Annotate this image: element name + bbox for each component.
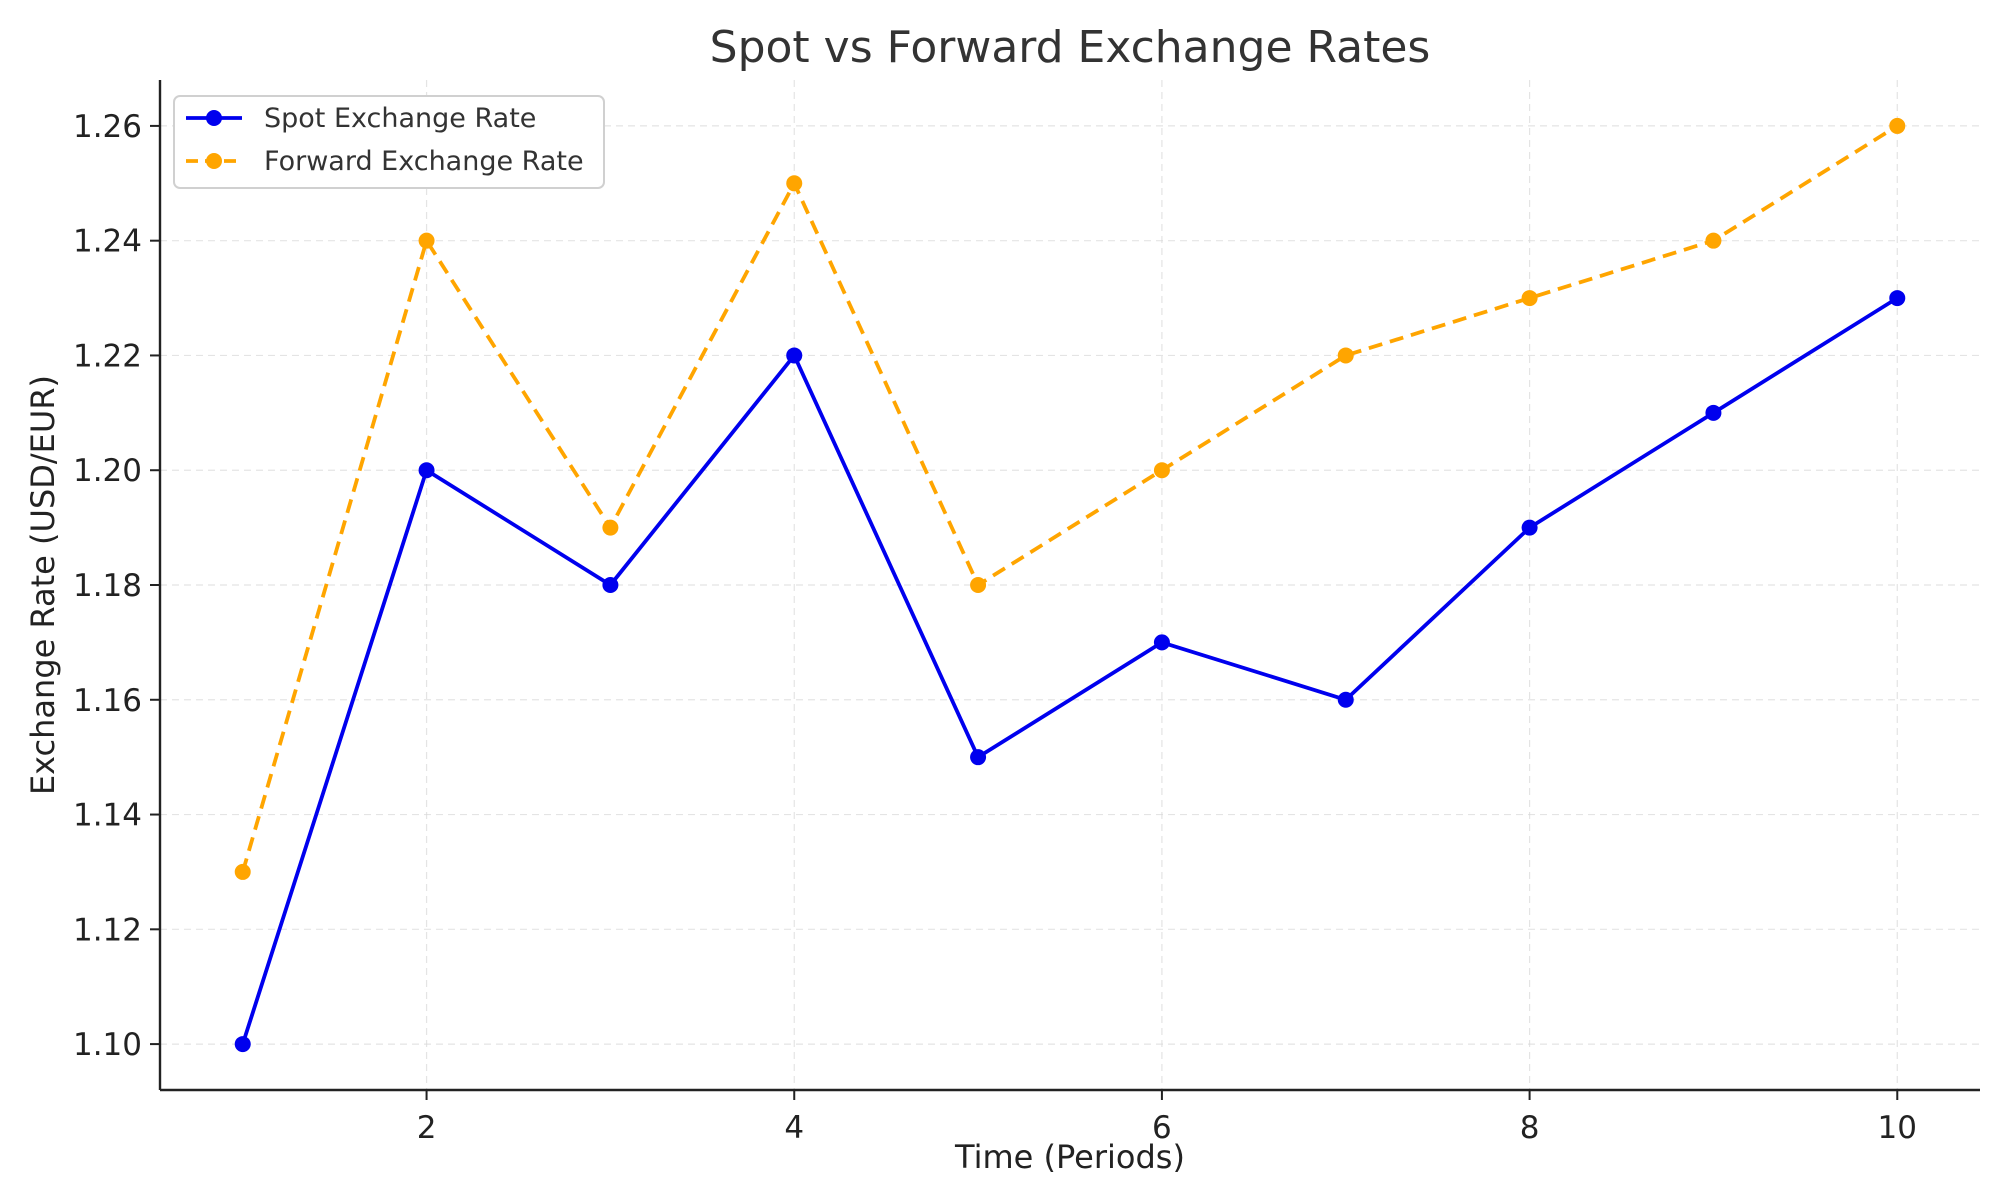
spot-exchange-rate-point: [1337, 691, 1354, 708]
legend-items: Spot Exchange Rate Forward Exchange Rate: [186, 103, 584, 177]
legend: Spot Exchange Rate Forward Exchange Rate: [173, 95, 605, 189]
spot-exchange-rate-point: [1521, 519, 1538, 536]
forward-exchange-rate-point: [602, 519, 619, 536]
spot-exchange-rate-point: [970, 749, 987, 766]
grid: [160, 80, 1980, 1090]
spot-exchange-rate-point: [234, 1036, 251, 1053]
spot-exchange-rate-legend-marker: [206, 110, 222, 126]
y-axis-label: Exchange Rate (USD/EUR): [24, 375, 62, 795]
y-tick-label: 1.16: [73, 683, 142, 719]
series: [234, 117, 1906, 1053]
axes: [158, 80, 1980, 1092]
legend-box: [173, 95, 605, 189]
spot-exchange-rate-point: [418, 462, 435, 479]
forward-exchange-rate-point: [1153, 462, 1170, 479]
spot-exchange-rate-point: [1153, 634, 1170, 651]
spot-exchange-rate-point: [1889, 290, 1906, 307]
spot-exchange-rate-line: [240, 296, 1900, 1046]
x-tick-label: 4: [784, 1110, 804, 1146]
spot-exchange-rate-point: [786, 347, 803, 364]
forward-exchange-rate-point: [970, 577, 987, 593]
forward-exchange-rate-series: [234, 117, 1906, 880]
y-tick-label: 1.18: [73, 568, 142, 604]
x-tick-label: 6: [1152, 1110, 1172, 1146]
spot-exchange-rate-legend-label: Spot Exchange Rate: [264, 103, 536, 134]
y-tick-label: 1.14: [73, 798, 142, 834]
forward-exchange-rate-point: [1889, 117, 1906, 134]
y-tick-label: 1.12: [73, 912, 142, 948]
y-ticks: 1.10 1.12 1.14 1.16 1.18 1.20 1.22 1.24 1.26: [73, 109, 160, 1063]
forward-exchange-rate-point: [234, 863, 251, 880]
x-tick-label: 2: [417, 1110, 437, 1146]
x-tick-label: 10: [1878, 1110, 1917, 1146]
y-tick-label: 1.10: [73, 1027, 142, 1063]
y-tick-label: 1.22: [73, 338, 142, 374]
y-tick-label: 1.20: [73, 453, 142, 489]
forward-exchange-rate-point: [1337, 347, 1354, 364]
x-ticks: 2 4 6 8 10: [417, 1090, 1917, 1146]
forward-exchange-rate-legend-marker: [206, 153, 222, 169]
spot-exchange-rate-point: [1705, 404, 1722, 421]
forward-exchange-rate-point: [418, 232, 435, 249]
forward-exchange-rate-point: [1705, 232, 1722, 249]
x-axis-label: Time (Periods): [954, 1138, 1185, 1176]
forward-exchange-rate-legend-label: Forward Exchange Rate: [264, 146, 584, 177]
spot-exchange-rate-point: [602, 577, 619, 593]
forward-exchange-rate-point: [1521, 290, 1538, 307]
y-tick-label: 1.26: [73, 109, 142, 145]
forward-exchange-rate-line: [240, 124, 1899, 873]
forward-exchange-rate-point: [786, 175, 803, 192]
spot-exchange-rate-series: [234, 290, 1906, 1053]
chart-title: Spot vs Forward Exchange Rates: [710, 22, 1431, 73]
y-tick-label: 1.24: [73, 224, 142, 260]
x-tick-label: 8: [1520, 1110, 1540, 1146]
